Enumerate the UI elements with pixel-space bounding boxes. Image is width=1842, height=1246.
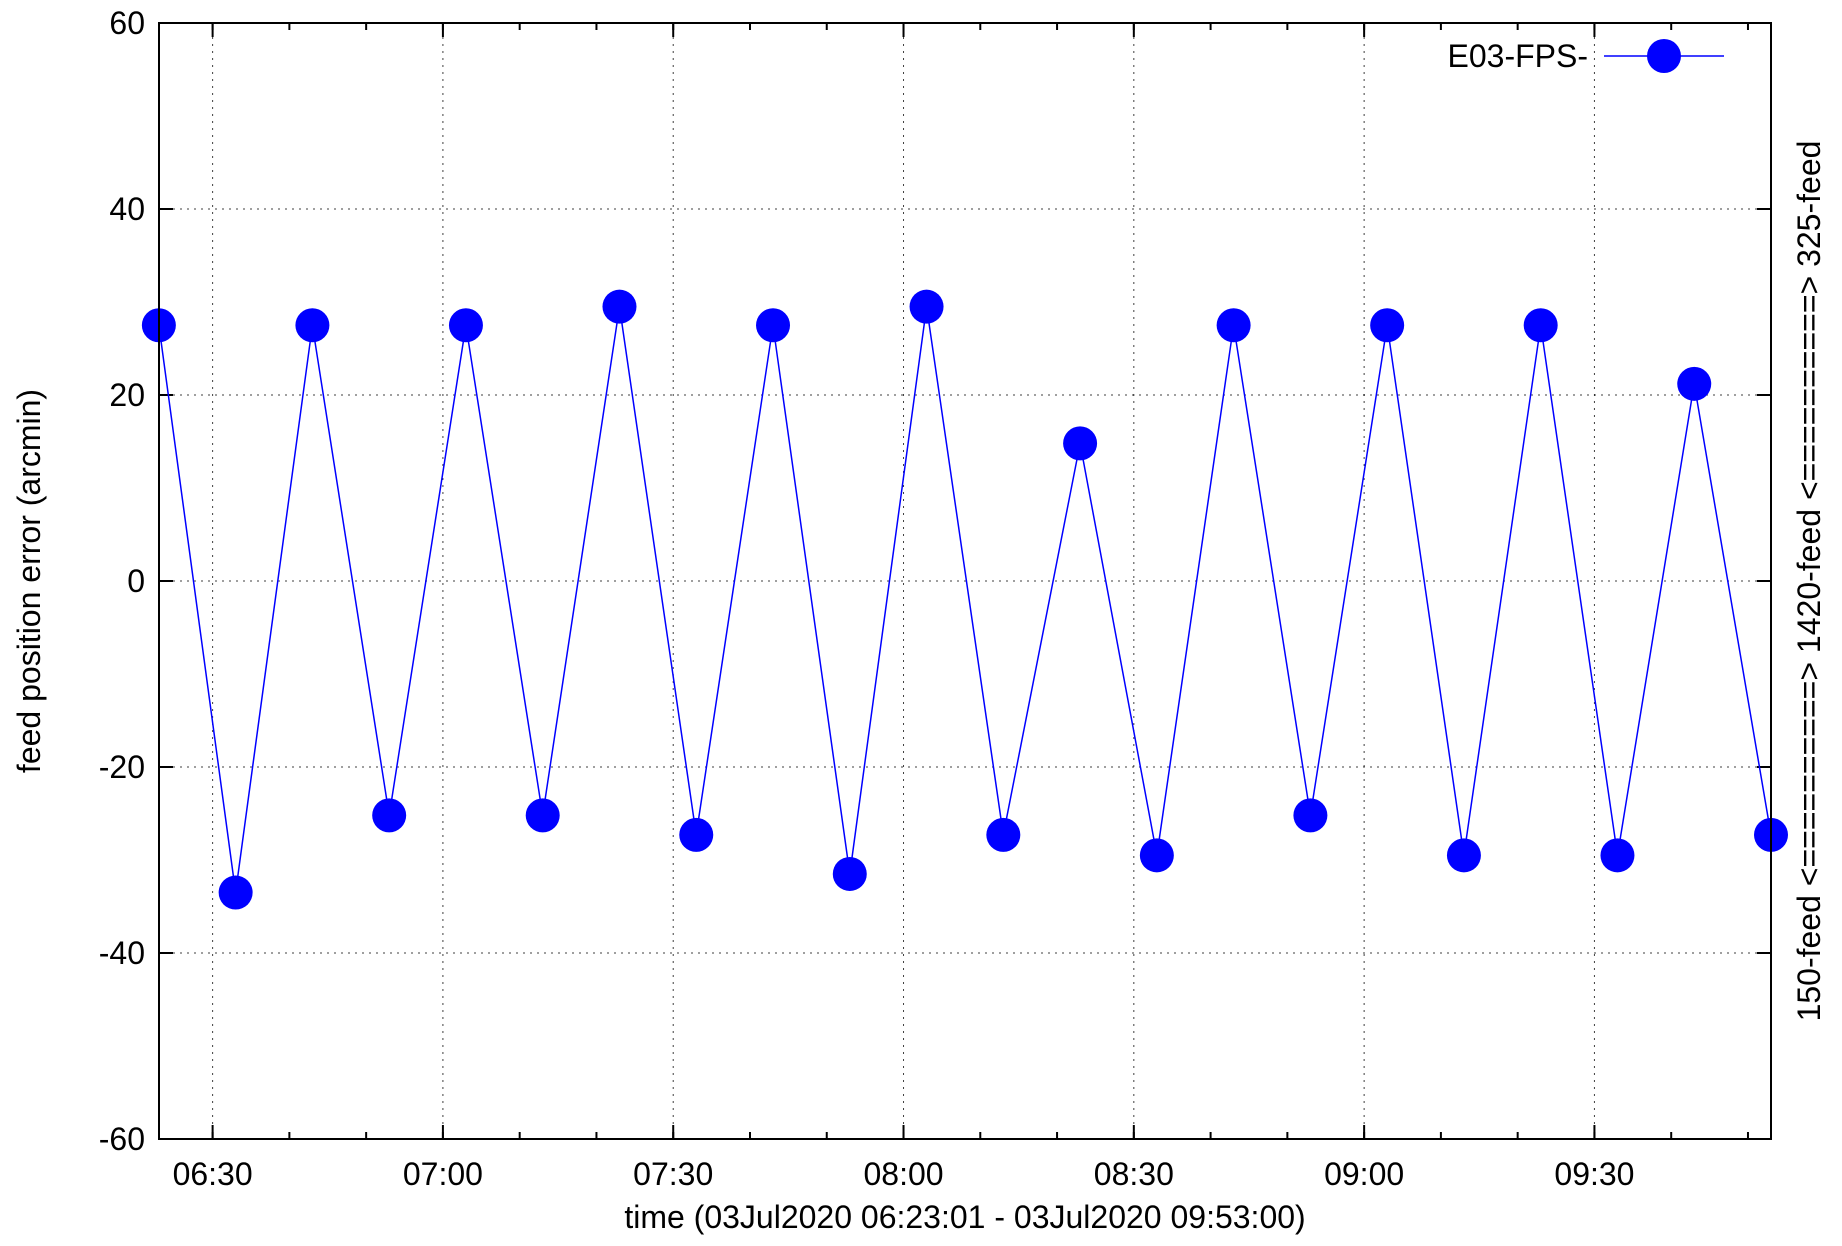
data-point: [1293, 798, 1328, 833]
legend: E03-FPS-: [1448, 38, 1724, 74]
data-point: [1063, 426, 1098, 461]
y-tick-label: 20: [109, 377, 145, 413]
data-point: [756, 308, 791, 343]
data-point: [602, 289, 637, 324]
data-point: [986, 817, 1021, 852]
data-point: [1677, 366, 1712, 401]
y-tick-label: -20: [99, 749, 145, 785]
x-tick-label: 09:00: [1324, 1156, 1404, 1192]
data-point: [295, 308, 330, 343]
data-point: [1216, 308, 1251, 343]
grid: [159, 23, 1771, 1139]
x-tick-label: 07:00: [403, 1156, 483, 1192]
data-point: [1600, 838, 1635, 873]
x-tick-label: 08:00: [863, 1156, 943, 1192]
x-tick-label: 07:30: [633, 1156, 713, 1192]
y-tick-label: -40: [99, 935, 145, 971]
data-point: [832, 856, 867, 891]
data-point: [1370, 308, 1405, 343]
legend-label: E03-FPS-: [1448, 38, 1588, 74]
x-axis-title: time (03Jul2020 06:23:01 - 03Jul2020 09:…: [624, 1199, 1305, 1235]
y2-axis-title: 150-feed <==========> 1420-feed <=======…: [1791, 141, 1827, 1022]
y-axis-title: feed position error (arcmin): [11, 389, 47, 773]
data-point: [909, 289, 944, 324]
tick-labels: -60 -40 -20 0 20 40 60 06:30 07:00 07:30 08:00 08:3…: [99, 5, 1635, 1192]
data-point: [448, 308, 483, 343]
x-tick-label: 09:30: [1554, 1156, 1634, 1192]
data-point: [218, 875, 253, 910]
series-line: [158, 306, 1772, 893]
data-point: [679, 817, 714, 852]
data-point: [525, 798, 560, 833]
x-tick-label: 08:30: [1094, 1156, 1174, 1192]
data-point: [1139, 838, 1174, 873]
y-tick-label: 40: [109, 191, 145, 227]
y-tick-label: 60: [109, 5, 145, 41]
data-point: [372, 798, 407, 833]
y-tick-label: -60: [99, 1121, 145, 1157]
series-layer: [141, 289, 1788, 910]
legend-marker: [1647, 39, 1681, 73]
data-point: [1446, 838, 1481, 873]
y-tick-label: 0: [127, 563, 145, 599]
plot-frame: [158, 22, 1772, 1140]
data-point: [1523, 308, 1558, 343]
x-tick-label: 06:30: [173, 1156, 253, 1192]
